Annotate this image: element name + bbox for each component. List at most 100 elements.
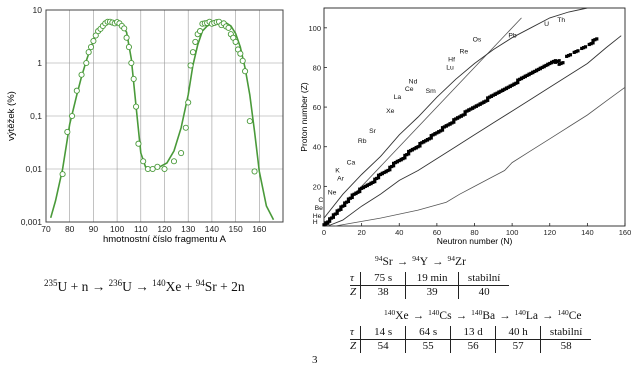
equation-term-1: U + n bbox=[57, 279, 89, 294]
yield-data-point bbox=[90, 37, 97, 45]
yield-data-point bbox=[121, 25, 128, 32]
yield-y-tick-label: 0,1 bbox=[30, 111, 42, 121]
decay-chain-sr: 94Sr → 94Y → 94Zr bbox=[375, 254, 466, 268]
stable-nuclide-point bbox=[416, 145, 420, 149]
stable-nuclide-point bbox=[478, 102, 482, 106]
stable-nuclide-point bbox=[326, 220, 330, 224]
tau-cell: stabilní bbox=[540, 326, 592, 340]
z-cell: 58 bbox=[540, 339, 592, 353]
stable-nuclide-point bbox=[521, 75, 526, 79]
z-cell: 40 bbox=[458, 285, 510, 299]
stable-nuclide-point bbox=[523, 74, 527, 78]
yield-data-point bbox=[130, 75, 137, 83]
chain-sr-sup-2: 94 bbox=[412, 254, 420, 263]
stable-nuclide-point bbox=[412, 147, 416, 151]
decay-chain-xe: 140Xe → 140Cs → 140Ba → 140La → 140Ce bbox=[384, 309, 582, 322]
yield-x-tick-label: 80 bbox=[65, 224, 75, 234]
stable-nuclide-point bbox=[489, 94, 494, 98]
z-label: Z bbox=[350, 286, 357, 298]
stable-nuclide-point bbox=[452, 120, 456, 124]
stable-nuclide-point bbox=[440, 128, 445, 132]
stable-nuclide-point bbox=[407, 149, 411, 154]
tau-cell: 19 min bbox=[405, 272, 459, 286]
stable-nuclide-point bbox=[491, 93, 495, 97]
stable-nuclide-point bbox=[463, 112, 467, 116]
yield-chart-x-label: hmotnostní číslo fragmentu A bbox=[103, 234, 227, 245]
equation-sup-3: 140 bbox=[152, 278, 166, 288]
stable-nuclide-point bbox=[397, 159, 401, 163]
stable-nuclide-point bbox=[369, 181, 373, 185]
chain-xe-sym-4: La bbox=[525, 310, 538, 322]
chain-arrow: → bbox=[542, 310, 554, 322]
stable-nuclide-point bbox=[591, 38, 595, 43]
yield-data-point bbox=[140, 158, 147, 165]
stable-nuclide-point bbox=[388, 168, 392, 172]
nuclide-y-tick-label: 100 bbox=[308, 24, 321, 33]
equation-sup-1: 235 bbox=[44, 278, 58, 288]
stable-nuclide-point bbox=[486, 96, 490, 100]
stable-nuclide-point bbox=[595, 37, 599, 41]
nuclide-y-tick-label: 60 bbox=[313, 103, 321, 112]
decay-table-sr: τ 75 s 19 min stabilní Z 38 39 40 bbox=[350, 272, 510, 299]
element-label: K bbox=[335, 167, 340, 174]
equation-arrow-2: → bbox=[135, 279, 149, 294]
element-label: H bbox=[313, 219, 318, 226]
stable-nuclide-point bbox=[482, 100, 486, 104]
known-nuclides-upper-boundary bbox=[323, 7, 588, 219]
nuclide-y-tick-label: 40 bbox=[313, 143, 321, 152]
stable-nuclide-point bbox=[378, 172, 383, 177]
stable-nuclide-point bbox=[322, 223, 326, 227]
stable-nuclide-point bbox=[527, 72, 531, 76]
stable-nuclide-point bbox=[499, 89, 503, 93]
yield-chart-series bbox=[49, 18, 275, 221]
stable-nuclide-point bbox=[358, 187, 362, 191]
equation-term-3: Xe + bbox=[165, 279, 196, 294]
stable-nuclide-point bbox=[373, 177, 377, 181]
stable-nuclide-point bbox=[375, 176, 379, 181]
page-number: 3 bbox=[312, 354, 318, 366]
tau-cell: 75 s bbox=[360, 272, 406, 286]
z-cell: 39 bbox=[405, 285, 459, 299]
fission-equation: 235U + n → 236U → 140Xe + 94Sr + 2n bbox=[44, 279, 245, 295]
stable-nuclide-point bbox=[512, 82, 516, 86]
yield-data-point bbox=[83, 59, 90, 67]
stable-nuclide-point bbox=[365, 183, 369, 187]
nuclide-x-tick-label: 0 bbox=[322, 228, 326, 237]
stable-nuclide-point bbox=[531, 70, 535, 74]
nuclide-chart-tick-labels: 0 20 40 60 80 100 120 140 160 20 40 60 80 100 bbox=[308, 24, 631, 237]
element-label: Be bbox=[315, 205, 324, 212]
stable-nuclide-point bbox=[442, 125, 446, 129]
chain-arrow: → bbox=[432, 256, 444, 268]
stable-nuclide-point bbox=[474, 104, 478, 108]
chain-arrow: → bbox=[499, 310, 511, 322]
yield-data-point bbox=[192, 38, 199, 45]
stable-nuclide-point bbox=[557, 62, 561, 66]
yield-x-tick-label: 140 bbox=[205, 224, 219, 234]
stable-nuclide-point bbox=[344, 200, 349, 204]
stable-nuclide-point bbox=[540, 65, 544, 70]
element-label: Ce bbox=[405, 86, 414, 93]
stable-nuclide-point bbox=[514, 81, 518, 85]
stable-nuclide-point bbox=[339, 205, 343, 209]
stable-nuclide-point bbox=[407, 152, 411, 156]
yield-data-point bbox=[87, 43, 95, 51]
stable-nuclide-point bbox=[414, 145, 418, 150]
yield-data-point bbox=[125, 43, 132, 51]
stable-nuclide-point bbox=[471, 106, 475, 110]
yield-data-point bbox=[135, 140, 142, 147]
stable-nuclide-point bbox=[538, 66, 542, 70]
yield-x-tick-label: 120 bbox=[157, 224, 171, 234]
stable-nuclide-point bbox=[589, 42, 593, 46]
tau-cell: stabilní bbox=[458, 272, 510, 286]
stable-nuclide-point bbox=[399, 157, 403, 162]
z-cell: 38 bbox=[360, 285, 406, 299]
stable-nuclide-point bbox=[587, 42, 591, 47]
stable-nuclide-point bbox=[561, 61, 565, 65]
yield-y-tick-label: 10 bbox=[33, 5, 43, 15]
stable-nuclide-point bbox=[518, 77, 522, 81]
stable-nuclide-point bbox=[403, 156, 407, 160]
stable-nuclide-point bbox=[493, 92, 497, 96]
stable-nuclide-point bbox=[557, 59, 561, 63]
yield-data-point bbox=[85, 49, 92, 56]
